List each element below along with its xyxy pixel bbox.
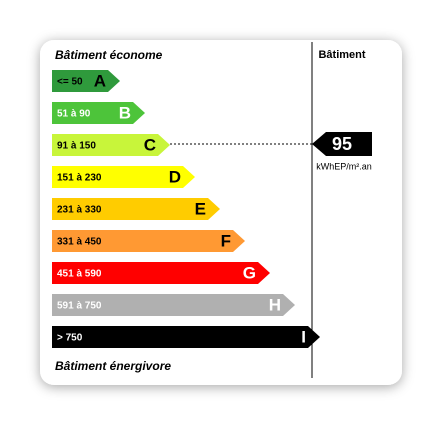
- class-letter: B: [119, 103, 131, 122]
- class-range: 331 à 450: [57, 237, 102, 248]
- class-letter: F: [221, 231, 231, 250]
- header-left: Bâtiment économe: [55, 48, 163, 62]
- class-bar: [52, 70, 120, 92]
- class-bar: [52, 230, 245, 252]
- class-letter: H: [269, 295, 281, 314]
- class-letter: D: [169, 167, 181, 186]
- class-bar: [52, 166, 195, 188]
- class-range: 151 à 230: [57, 173, 102, 184]
- class-bar: [52, 102, 145, 124]
- class-bar: [52, 294, 295, 316]
- class-letter: G: [243, 263, 256, 282]
- header-right: Bâtiment: [318, 49, 365, 61]
- class-bar: [52, 134, 170, 156]
- class-range: 231 à 330: [57, 205, 102, 216]
- class-range: 51 à 90: [57, 109, 91, 120]
- class-letter: A: [94, 71, 106, 90]
- indicator-arrow: [312, 132, 372, 156]
- class-range: > 750: [57, 333, 83, 344]
- class-letter: I: [301, 327, 306, 346]
- class-range: <= 50: [57, 77, 83, 88]
- class-range: 591 à 750: [57, 301, 102, 312]
- footer: Bâtiment énergivore: [55, 359, 171, 373]
- class-range: 451 à 590: [57, 269, 102, 280]
- class-bar: [52, 198, 220, 220]
- class-letter: E: [195, 199, 206, 218]
- indicator-value: 95: [332, 134, 352, 154]
- class-bar: [52, 326, 320, 348]
- class-bar: [52, 262, 270, 284]
- class-range: 91 à 150: [57, 141, 96, 152]
- indicator-unit: kWhEP/m².an: [316, 161, 372, 171]
- class-letter: C: [144, 135, 156, 154]
- content: Bâtiment économe Bâtiment Bâtiment énerg…: [52, 42, 372, 378]
